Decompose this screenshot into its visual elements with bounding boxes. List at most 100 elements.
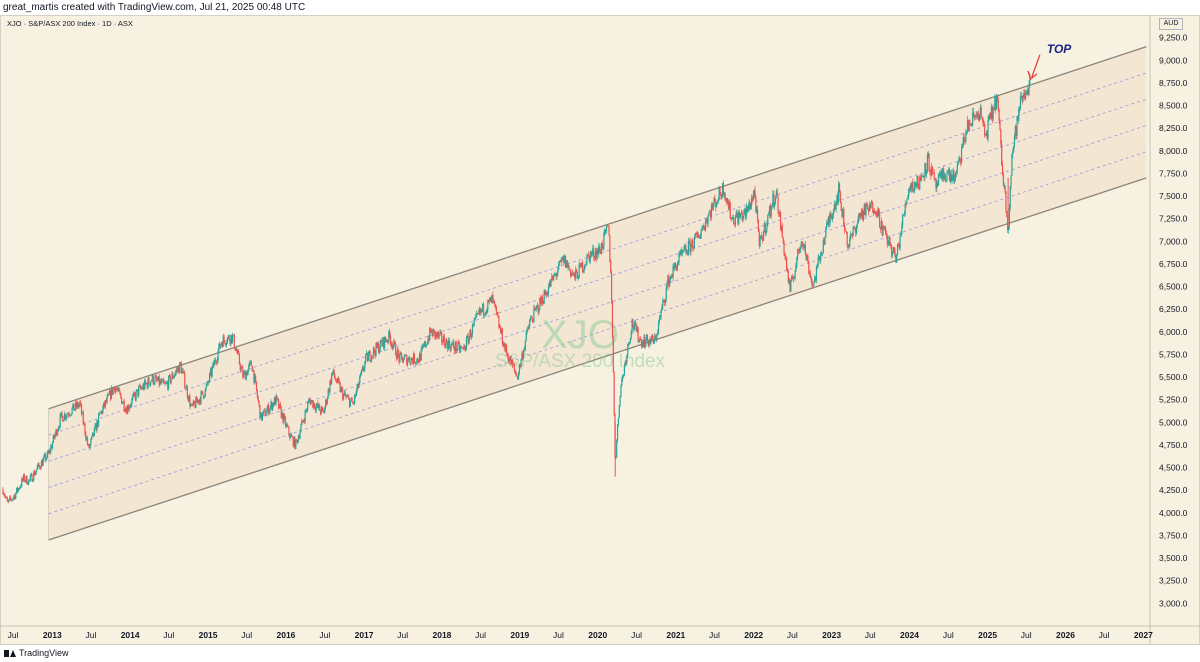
candle-body (525, 331, 527, 341)
candle-body (97, 420, 99, 426)
candle-body (581, 262, 584, 272)
x-tick-label: 2025 (978, 630, 997, 640)
candle-body (457, 342, 459, 350)
candle-body (849, 239, 851, 246)
candle-body (54, 434, 56, 439)
candle-body (719, 187, 721, 196)
candle-body (940, 170, 942, 176)
candle-body (308, 399, 311, 401)
candle-body (503, 343, 505, 347)
candle-body (773, 194, 775, 207)
candle-body (663, 299, 666, 303)
candle-body (94, 424, 96, 428)
candle-body (869, 204, 871, 209)
candle-body (634, 321, 636, 330)
candle-body (901, 225, 903, 235)
candle-body (514, 369, 516, 373)
candle-body (747, 208, 749, 212)
candle-body (220, 344, 222, 348)
y-tick-label: 9,250.0 (1159, 33, 1188, 43)
candle-body (988, 116, 990, 120)
candle-body (290, 434, 293, 437)
candle-body (545, 292, 547, 296)
candle-body (851, 235, 853, 236)
candle-body (368, 351, 370, 355)
channel-inner-line-2 (48, 98, 1147, 462)
candle-body (210, 369, 212, 376)
candle-body (456, 349, 458, 351)
candle-body (544, 290, 546, 296)
candle-body (48, 450, 50, 454)
candle-body (511, 360, 513, 365)
candle-body (970, 124, 972, 126)
candle-body (929, 170, 931, 173)
candle-body (635, 325, 637, 332)
candle-body (819, 256, 821, 261)
candle-body (933, 173, 935, 179)
candle-body (818, 256, 820, 258)
candle-body (853, 227, 855, 228)
candle-body (17, 488, 19, 492)
symbol-info[interactable]: XJO · S&P/ASX 200 Index · 1D · ASX (7, 19, 133, 28)
candle-body (331, 372, 334, 375)
candle-body (77, 402, 79, 408)
candle-body (622, 375, 624, 379)
candle-body (937, 174, 940, 186)
candle-body (1029, 75, 1031, 84)
y-tick-label: 7,750.0 (1159, 168, 1188, 178)
candle-body (47, 451, 49, 454)
candle-body (560, 259, 562, 263)
candle-body (895, 256, 897, 263)
y-tick-label: 5,750.0 (1159, 349, 1188, 359)
candle-body (744, 208, 746, 211)
candle-body (163, 382, 165, 384)
candle-body (426, 344, 428, 345)
candle-body (564, 255, 567, 268)
currency-badge[interactable]: AUD (1159, 18, 1183, 30)
candle-body (455, 342, 457, 351)
candle-body (563, 256, 565, 264)
candle-body (325, 399, 327, 408)
candle-body (408, 357, 410, 363)
candle-body (495, 306, 497, 313)
candle-body (65, 416, 67, 419)
candle-body (26, 476, 28, 485)
candle-body (219, 343, 221, 348)
candle-body (276, 395, 278, 399)
candle-body (270, 401, 272, 407)
candle-body (735, 212, 737, 217)
candle-body (944, 174, 946, 182)
candle-body (463, 346, 465, 348)
candle-body (952, 169, 954, 178)
candle-body (724, 193, 726, 201)
candle-body (367, 354, 369, 362)
candle-body (152, 374, 154, 384)
candle-body (686, 252, 688, 253)
candle-body (476, 313, 478, 315)
candle-body (927, 153, 929, 156)
candle-body (760, 235, 762, 236)
candle-body (341, 387, 343, 390)
candle-body (517, 372, 520, 380)
candle-body (428, 338, 430, 341)
candle-body (243, 373, 245, 378)
candle-body (991, 106, 993, 119)
candle-body (154, 377, 156, 384)
candle-body (145, 383, 147, 384)
x-tick-label: 2018 (432, 630, 451, 640)
candle-body (493, 299, 495, 302)
candle-body (283, 415, 285, 423)
candle-body (558, 261, 561, 263)
candle-body (727, 201, 730, 210)
candle-body (134, 394, 136, 400)
candle-body (697, 234, 699, 237)
candle-body (805, 253, 807, 261)
candle-body (582, 270, 585, 272)
candle-body (281, 412, 283, 418)
candle-body (442, 336, 445, 343)
candle-body (156, 379, 159, 381)
candle-body (421, 346, 423, 349)
candle-body (616, 424, 619, 441)
candle-body (627, 344, 629, 355)
